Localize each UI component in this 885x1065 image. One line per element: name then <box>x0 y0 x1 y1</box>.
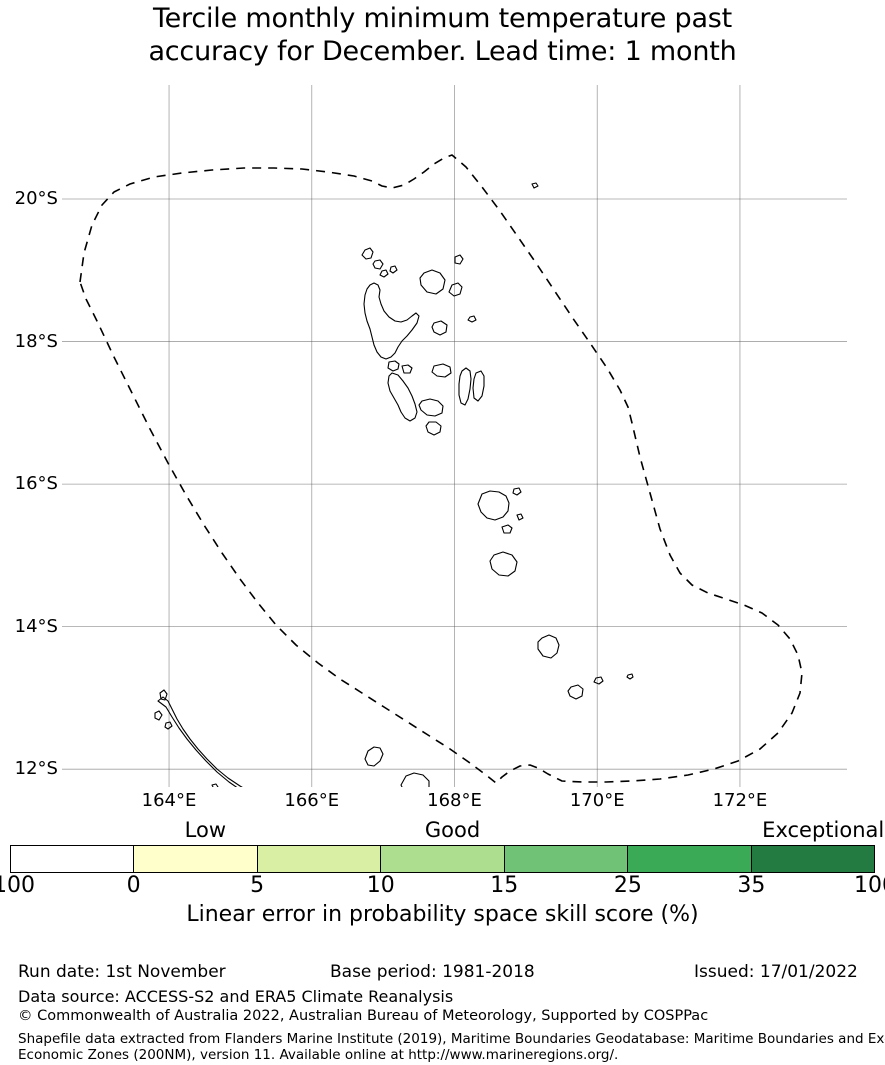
footer-data-source: Data source: ACCESS-S2 and ERA5 Climate … <box>18 987 454 1006</box>
x-axis-tick-label: 166°E <box>284 790 340 811</box>
coastlines <box>154 182 634 787</box>
colorbar-tick-label: 35 <box>737 873 766 898</box>
x-axis-tick-label: 168°E <box>427 790 482 811</box>
colorbar-tick-labels: -100 0 5 10 15 25 35 100 <box>0 873 885 899</box>
footer-run-date: Run date: 1st November <box>18 962 226 982</box>
colorbar-tick-label: 15 <box>490 873 519 898</box>
map-svg <box>62 85 847 787</box>
x-axis-tick-label: 170°E <box>569 790 625 811</box>
eez-boundary-line <box>79 154 803 784</box>
colorbar-tick-label: 100 <box>854 873 885 898</box>
y-axis-tick-label: 20°S <box>14 188 58 210</box>
colorbar-segment <box>257 846 382 872</box>
colorbar-gradient <box>10 845 875 873</box>
x-axis-ticks: 164°E 166°E 168°E 170°E 172°E <box>62 789 847 815</box>
x-axis-tick-label: 172°E <box>712 790 768 811</box>
colorbar-tick-label: 25 <box>613 873 642 898</box>
colorbar-tick-label: 5 <box>250 873 265 898</box>
colorbar-segment <box>751 846 874 872</box>
footer-meta-row: Run date: 1st November Base period: 1981… <box>18 962 878 984</box>
footer-shapefile-line-2: Economic Zones (200NM), version 11. Avai… <box>18 1047 619 1063</box>
x-axis-tick-label: 164°E <box>141 790 197 811</box>
colorbar-tick-label: -100 <box>0 873 35 898</box>
colorbar-segment <box>11 846 135 872</box>
y-axis-tick-label: 16°S <box>14 473 58 495</box>
colorbar-category-labels: Low Good Exceptional <box>10 818 885 844</box>
footer-shapefile-line-1: Shapefile data extracted from Flanders M… <box>18 1031 885 1047</box>
footer-copyright: © Commonwealth of Australia 2022, Austra… <box>18 1008 709 1024</box>
figure-title: Tercile monthly minimum temperature past… <box>148 3 737 67</box>
y-axis-tick-label: 12°S <box>14 758 58 780</box>
colorbar-tick-label: 10 <box>366 873 395 898</box>
colorbar-segment <box>134 846 258 872</box>
colorbar-category-label: Low <box>184 818 227 842</box>
y-axis-ticks: 12°S 14°S 16°S 18°S 20°S <box>0 85 58 787</box>
colorbar-axis-label: Linear error in probability space skill … <box>186 902 699 927</box>
colorbar-category-label: Good <box>424 818 481 842</box>
colorbar[interactable] <box>10 845 875 873</box>
y-axis-tick-label: 18°S <box>14 330 58 352</box>
map-gridlines <box>62 85 847 787</box>
y-axis-tick-label: 14°S <box>14 615 58 637</box>
colorbar-category-label: Exceptional <box>762 818 885 842</box>
footer-issued: Issued: 17/01/2022 <box>694 962 858 982</box>
colorbar-segment <box>381 846 505 872</box>
colorbar-tick-label: 0 <box>126 873 141 898</box>
colorbar-segment <box>628 846 752 872</box>
colorbar-segment <box>504 846 629 872</box>
map-plot-area <box>62 85 847 787</box>
footer-base-period: Base period: 1981-2018 <box>330 962 535 982</box>
